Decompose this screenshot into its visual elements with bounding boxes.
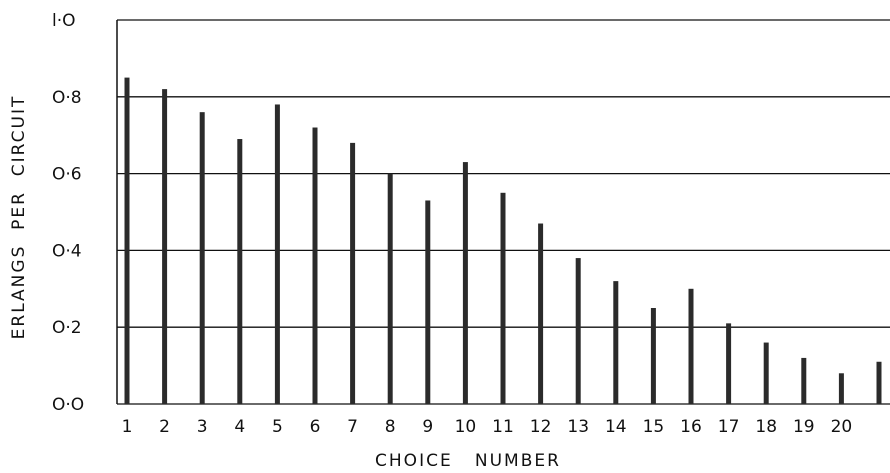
y-tick-labels: O·O O·2 O·4 O·6 O·8 l·O [52, 11, 84, 415]
x-tick-label: 19 [793, 417, 815, 437]
x-tick-label: 18 [755, 417, 777, 437]
bar [274, 104, 280, 404]
x-tick-label: 17 [718, 417, 740, 437]
x-tick-label: 6 [310, 417, 321, 437]
bar [763, 342, 769, 404]
bar [387, 173, 393, 404]
bar [425, 200, 431, 404]
x-tick-label: 9 [422, 417, 433, 437]
x-tick-label: 8 [385, 417, 396, 437]
bar [462, 162, 468, 404]
bar [838, 373, 844, 404]
bar [801, 357, 807, 404]
bar [162, 89, 168, 405]
bar [237, 139, 243, 405]
x-tick-label: 20 [831, 417, 853, 437]
y-tick-label: l·O [52, 11, 76, 31]
x-tick-label: 2 [159, 417, 170, 437]
bar [350, 142, 356, 404]
x-tick-label: 5 [272, 417, 283, 437]
x-tick-label: 14 [605, 417, 627, 437]
bar [876, 361, 882, 404]
bar [650, 308, 656, 404]
bar [575, 258, 581, 404]
x-tick-label: 1 [122, 417, 133, 437]
bar [124, 77, 130, 404]
x-tick-label: 7 [347, 417, 358, 437]
bar [312, 127, 318, 405]
y-tick-label: O·4 [52, 241, 82, 261]
x-tick-label: 4 [234, 417, 245, 437]
x-tick-label: 12 [530, 417, 552, 437]
bar [538, 223, 544, 404]
bar [199, 112, 205, 404]
bar [500, 192, 506, 404]
y-tick-label: O·O [52, 395, 84, 415]
y-tick-label: O·6 [52, 165, 82, 185]
bar [726, 323, 732, 404]
x-tick-label: 10 [455, 417, 477, 437]
y-axis-label: ERLANGS PER CIRCUIT [9, 95, 29, 340]
y-tick-label: O·2 [52, 318, 82, 338]
bars [124, 77, 882, 405]
x-tick-label: 13 [567, 417, 589, 437]
x-tick-label: 16 [680, 417, 702, 437]
x-tick-label: 3 [197, 417, 208, 437]
x-tick-label: 11 [492, 417, 514, 437]
y-tick-label: O·8 [52, 88, 82, 108]
x-tick-label: 15 [643, 417, 665, 437]
bar [613, 281, 619, 404]
bar [688, 288, 694, 404]
x-axis-label: CHOICE NUMBER [375, 451, 561, 471]
x-tick-labels: 1 2 3 4 5 6 7 8 9 10 11 12 13 14 15 16 17 18 19 20 [122, 417, 853, 437]
